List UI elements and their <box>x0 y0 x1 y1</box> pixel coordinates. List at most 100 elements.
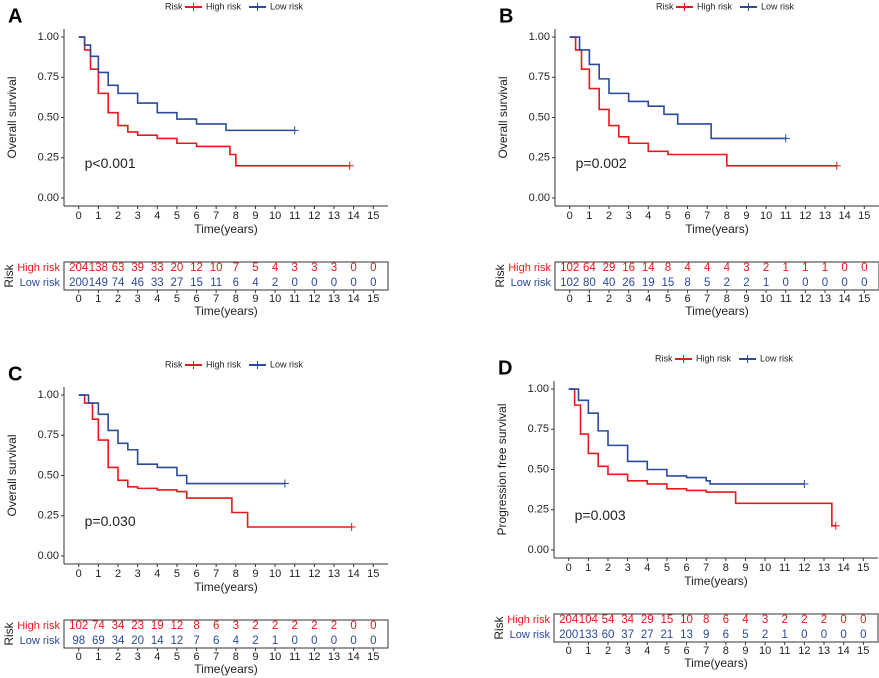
risk-count: 102 <box>560 277 579 289</box>
risk-count: 60 <box>602 629 615 641</box>
risk-count: 0 <box>802 277 808 289</box>
risk-row-label: High risk <box>17 620 60 632</box>
x-tick-label: 8 <box>724 210 730 222</box>
risk-count: 63 <box>112 262 125 274</box>
x-tick-label: 0 <box>566 562 572 574</box>
survival-curve <box>78 394 285 485</box>
risk-count: 4 <box>684 262 691 274</box>
risk-count: 12 <box>171 620 184 632</box>
risk-x-tick-label: 4 <box>645 293 651 305</box>
risk-count: 54 <box>602 614 615 626</box>
risk-count: 4 <box>233 635 240 647</box>
risk-row-label: Low risk <box>510 629 551 641</box>
x-tick-label: 9 <box>252 210 258 222</box>
risk-count: 0 <box>860 629 866 641</box>
risk-count: 74 <box>112 277 125 289</box>
panel: B Risk High risk Low risk0.000.250.500.751.… <box>493 1 879 318</box>
risk-x-tick-label: 10 <box>269 293 281 305</box>
risk-count: 34 <box>621 614 634 626</box>
risk-row-label: Low risk <box>20 635 61 647</box>
risk-count: 14 <box>151 635 164 647</box>
risk-count: 1 <box>783 262 789 274</box>
risk-count: 2 <box>724 277 730 289</box>
y-tick-label: 0.00 <box>528 544 549 556</box>
risk-count: 6 <box>213 635 219 647</box>
x-tick-label: 2 <box>605 562 611 574</box>
risk-row-label: High risk <box>17 262 60 274</box>
risk-count: 15 <box>661 614 674 626</box>
x-tick-label: 10 <box>269 568 281 580</box>
risk-x-tick-label: 13 <box>819 293 831 305</box>
risk-count: 15 <box>662 277 675 289</box>
legend-title: Risk <box>656 1 674 11</box>
y-tick-label: 1.00 <box>38 389 59 401</box>
legend-label: High risk <box>206 1 242 11</box>
risk-count: 102 <box>69 620 88 632</box>
x-tick-label: 9 <box>742 562 748 574</box>
risk-count: 0 <box>350 620 356 632</box>
risk-count: 2 <box>272 277 278 289</box>
y-tick-label: 0.75 <box>528 423 549 435</box>
risk-count: 14 <box>642 262 655 274</box>
legend-label: Low risk <box>760 353 794 363</box>
risk-count: 149 <box>89 277 108 289</box>
risk-x-tick-label: 1 <box>585 645 591 657</box>
x-tick-label: 9 <box>743 210 749 222</box>
risk-x-tick-label: 14 <box>839 293 851 305</box>
x-tick-label: 2 <box>115 568 121 580</box>
x-axis-title: Time(years) <box>194 580 258 594</box>
risk-x-tick-label: 8 <box>724 293 730 305</box>
x-tick-label: 0 <box>567 210 573 222</box>
risk-count: 0 <box>292 277 298 289</box>
x-tick-label: 1 <box>585 562 591 574</box>
x-tick-label: 14 <box>348 210 360 222</box>
x-axis-title: Time(years) <box>194 222 258 236</box>
risk-count: 2 <box>782 614 788 626</box>
x-tick-label: 6 <box>193 568 199 580</box>
risk-count: 102 <box>560 262 579 274</box>
x-tick-label: 2 <box>606 210 612 222</box>
risk-count: 133 <box>579 629 598 641</box>
risk-x-tick-label: 14 <box>348 651 360 663</box>
risk-count: 0 <box>311 635 317 647</box>
risk-count: 0 <box>861 262 867 274</box>
risk-x-tick-label: 7 <box>704 293 710 305</box>
x-tick-label: 11 <box>780 210 791 222</box>
survival-curve <box>78 394 352 528</box>
risk-count: 64 <box>583 262 596 274</box>
survival-curve <box>568 388 836 527</box>
legend-title: Risk <box>655 353 673 363</box>
legend-censor <box>680 3 689 11</box>
risk-x-tick-label: 15 <box>857 645 869 657</box>
risk-x-tick-label: 6 <box>193 293 199 305</box>
risk-count: 138 <box>89 262 108 274</box>
risk-x-axis-title: Time(years) <box>194 662 258 676</box>
risk-x-tick-label: 4 <box>154 651 160 663</box>
risk-x-tick-label: 7 <box>213 651 219 663</box>
survival-curve <box>569 36 786 140</box>
risk-count: 1 <box>763 277 769 289</box>
risk-count: 34 <box>112 620 125 632</box>
risk-count: 2 <box>821 614 827 626</box>
risk-count: 0 <box>292 635 298 647</box>
risk-count: 8 <box>193 620 199 632</box>
risk-x-tick-label: 9 <box>742 645 748 657</box>
risk-count: 8 <box>684 277 690 289</box>
risk-count: 200 <box>559 629 578 641</box>
y-tick-label: 1.00 <box>38 31 59 43</box>
risk-x-tick-label: 1 <box>586 293 592 305</box>
risk-x-axis-title: Time(years) <box>685 304 749 318</box>
risk-count: 7 <box>193 635 199 647</box>
risk-table-title: Risk <box>2 263 16 287</box>
risk-count: 16 <box>622 262 635 274</box>
censor-mark <box>831 521 840 530</box>
survival-curve <box>78 36 350 167</box>
x-tick-label: 14 <box>348 568 360 580</box>
x-axis-title: Time(years) <box>685 222 749 236</box>
risk-x-tick-label: 13 <box>328 293 340 305</box>
survival-curve <box>569 36 837 167</box>
risk-row-label: High risk <box>508 262 551 274</box>
risk-count: 39 <box>131 262 144 274</box>
risk-x-tick-label: 9 <box>252 651 258 663</box>
risk-count: 21 <box>661 629 674 641</box>
